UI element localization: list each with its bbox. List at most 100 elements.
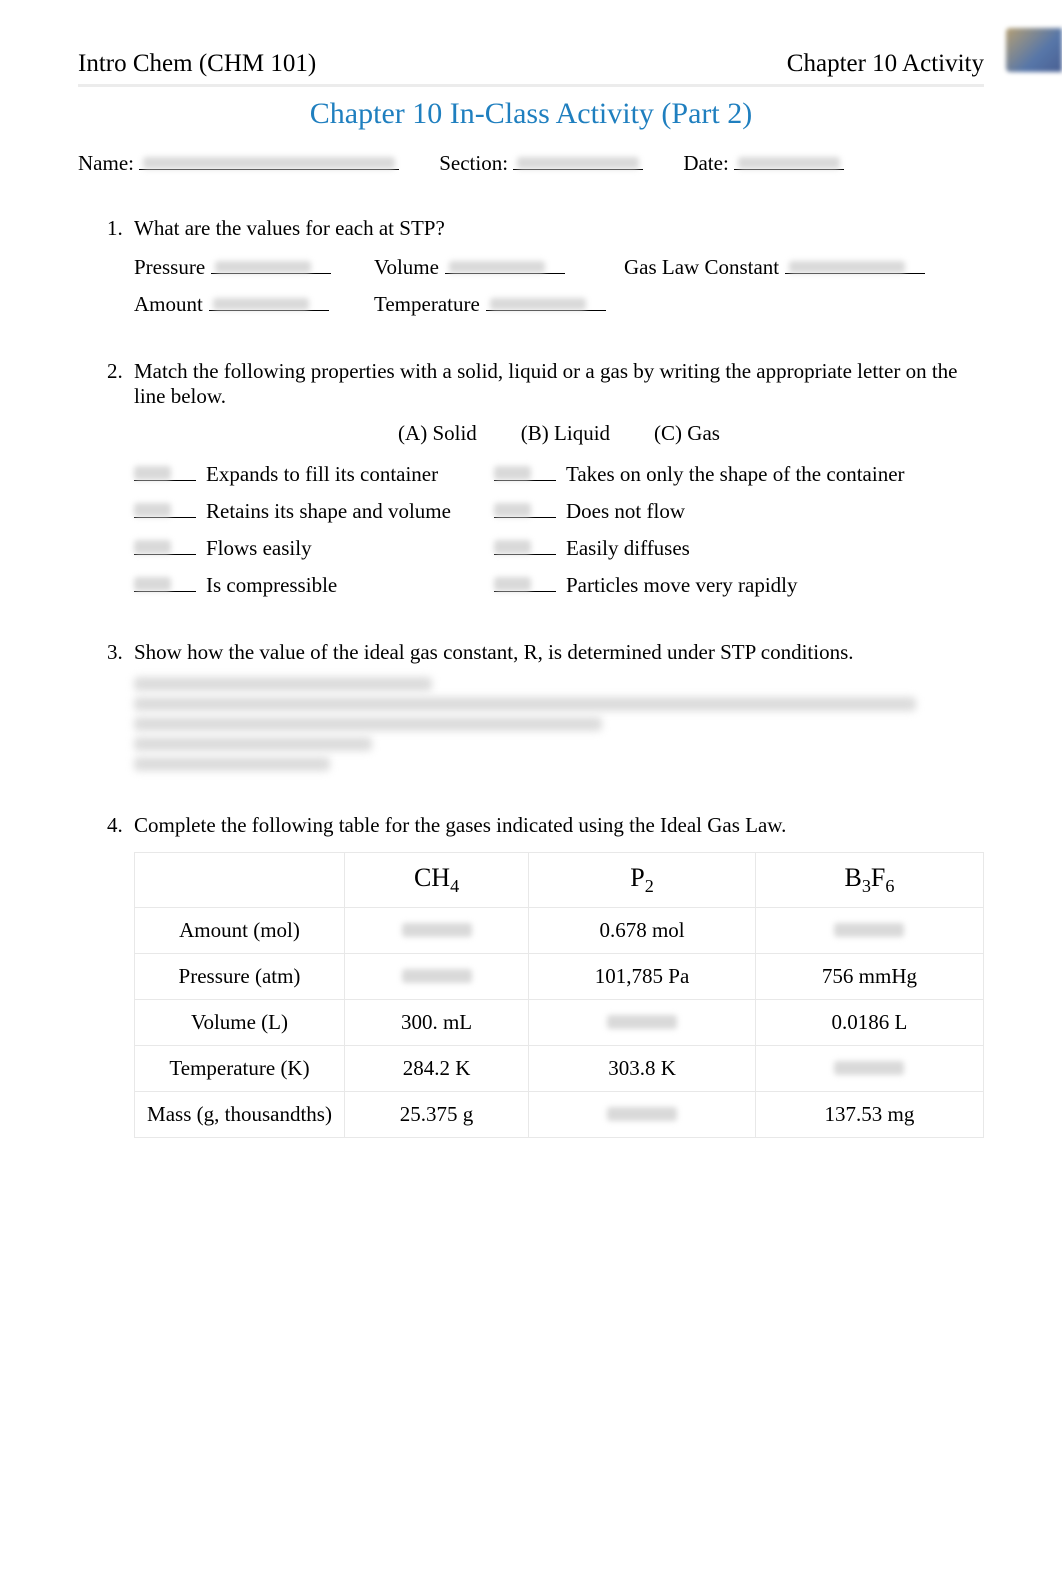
name-field: Name: (78, 151, 399, 176)
q1-volume-blank[interactable] (445, 273, 565, 274)
q2-key-b: (B) Liquid (521, 421, 610, 446)
corner-thumbnail (1006, 28, 1062, 72)
q1-grid: Pressure Volume Gas Law Constant Amount … (134, 255, 984, 317)
q2-left-0: Expands to fill its container (134, 462, 454, 487)
q2-blank[interactable] (494, 480, 556, 481)
redacted-line (134, 737, 372, 751)
table-cell (345, 908, 529, 954)
q2-key-c: (C) Gas (654, 421, 720, 446)
redacted-line (134, 697, 916, 711)
table-cell (755, 908, 983, 954)
row-label: Temperature (K) (135, 1046, 345, 1092)
q2-right-2: Easily diffuses (494, 536, 914, 561)
table-row: Amount (mol) 0.678 mol (135, 908, 984, 954)
q4-col-p2: P2 (529, 853, 756, 908)
q4-header-row: CH4 P2 B3F6 (135, 853, 984, 908)
table-row: Volume (L)300. mL 0.0186 L (135, 1000, 984, 1046)
q1-pressure-blank[interactable] (211, 273, 331, 274)
section-blank[interactable] (513, 169, 643, 170)
redacted-cell (607, 1107, 677, 1121)
question-3: Show how the value of the ideal gas cons… (128, 640, 984, 771)
q1-amount: Amount (134, 292, 364, 317)
document-page: Intro Chem (CHM 101) Chapter 10 Activity… (0, 0, 1062, 1580)
table-cell: 284.2 K (345, 1046, 529, 1092)
q1-pressure: Pressure (134, 255, 364, 280)
header-left: Intro Chem (CHM 101) (78, 50, 316, 78)
q4-table: CH4 P2 B3F6 Amount (mol) 0.678 molPressur… (134, 852, 984, 1138)
q2-key: (A) Solid (B) Liquid (C) Gas (134, 421, 984, 446)
q1-volume-label: Volume (374, 255, 439, 280)
q2-blank[interactable] (494, 591, 556, 592)
date-field: Date: (683, 151, 844, 176)
name-label: Name: (78, 151, 134, 176)
q2-blank[interactable] (494, 517, 556, 518)
q2-left-2: Flows easily (134, 536, 454, 561)
table-cell: 101,785 Pa (529, 954, 756, 1000)
q1-pressure-label: Pressure (134, 255, 205, 280)
q1-amount-blank[interactable] (209, 310, 329, 311)
question-4: Complete the following table for the gas… (128, 813, 984, 1138)
q2-blank[interactable] (134, 480, 196, 481)
q2-blank[interactable] (134, 591, 196, 592)
header-divider (78, 84, 984, 87)
table-row: Temperature (K)284.2 K303.8 K (135, 1046, 984, 1092)
q1-gas-const-blank[interactable] (785, 273, 925, 274)
redacted-cell (402, 969, 472, 983)
q4-prompt: Complete the following table for the gas… (134, 813, 786, 837)
q2-right-3: Particles move very rapidly (494, 573, 914, 598)
table-cell (345, 954, 529, 1000)
q2-right-3-text: Particles move very rapidly (566, 573, 798, 598)
date-label: Date: (683, 151, 728, 176)
student-info-row: Name: Section: Date: (78, 151, 984, 176)
q2-right-1-text: Does not flow (566, 499, 685, 524)
q1-prompt: What are the values for each at STP? (134, 216, 445, 240)
redacted-cell (607, 1015, 677, 1029)
redacted-line (134, 717, 602, 731)
q2-left-3: Is compressible (134, 573, 454, 598)
redacted-cell (402, 923, 472, 937)
q2-key-a: (A) Solid (398, 421, 477, 446)
page-header: Intro Chem (CHM 101) Chapter 10 Activity (78, 50, 984, 78)
name-blank[interactable] (139, 169, 399, 170)
row-label: Volume (L) (135, 1000, 345, 1046)
table-cell (529, 1092, 756, 1138)
table-cell: 137.53 mg (755, 1092, 983, 1138)
date-blank[interactable] (734, 169, 844, 170)
section-field: Section: (439, 151, 643, 176)
q2-blank[interactable] (134, 517, 196, 518)
q2-left-3-text: Is compressible (206, 573, 337, 598)
q2-left-1-text: Retains its shape and volume (206, 499, 451, 524)
table-cell: 303.8 K (529, 1046, 756, 1092)
q1-temperature: Temperature (374, 292, 614, 317)
table-cell: 300. mL (345, 1000, 529, 1046)
table-row: Pressure (atm)101,785 Pa756 mmHg (135, 954, 984, 1000)
q2-grid: Expands to fill its container Takes on o… (134, 462, 984, 598)
redacted-cell (834, 1061, 904, 1075)
header-right: Chapter 10 Activity (787, 50, 984, 78)
q1-amount-label: Amount (134, 292, 203, 317)
q1-volume: Volume (374, 255, 614, 280)
table-cell: 0.678 mol (529, 908, 756, 954)
q2-blank[interactable] (494, 554, 556, 555)
q2-blank[interactable] (134, 554, 196, 555)
q4-col-ch4: CH4 (345, 853, 529, 908)
q2-left-0-text: Expands to fill its container (206, 462, 438, 487)
q3-answer-area (134, 677, 984, 771)
question-1: What are the values for each at STP? Pre… (128, 216, 984, 317)
q2-right-2-text: Easily diffuses (566, 536, 690, 561)
q2-right-0-text: Takes on only the shape of the container (566, 462, 905, 487)
q2-right-1: Does not flow (494, 499, 914, 524)
q2-right-0: Takes on only the shape of the container (494, 462, 914, 487)
question-list: What are the values for each at STP? Pre… (78, 216, 984, 1138)
q4-col-b3f6: B3F6 (755, 853, 983, 908)
table-cell: 0.0186 L (755, 1000, 983, 1046)
q1-temperature-blank[interactable] (486, 310, 606, 311)
table-row: Mass (g, thousandths)25.375 g137.53 mg (135, 1092, 984, 1138)
table-cell (755, 1046, 983, 1092)
row-label: Amount (mol) (135, 908, 345, 954)
q3-prompt: Show how the value of the ideal gas cons… (134, 640, 854, 664)
row-label: Mass (g, thousandths) (135, 1092, 345, 1138)
q4-tbody: Amount (mol) 0.678 molPressure (atm)101,7… (135, 908, 984, 1138)
redacted-line (134, 757, 330, 771)
table-cell (529, 1000, 756, 1046)
